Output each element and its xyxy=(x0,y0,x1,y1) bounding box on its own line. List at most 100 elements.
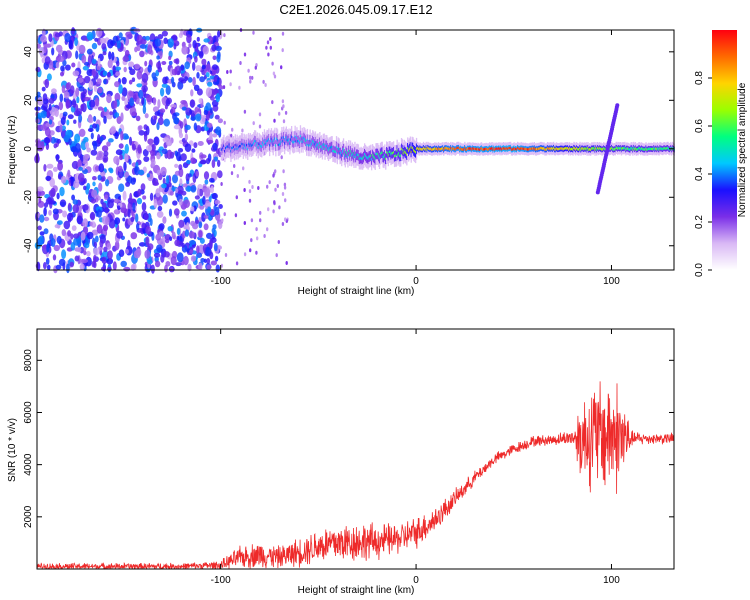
spectrogram-track-core xyxy=(362,157,364,160)
spectrogram-track-core xyxy=(468,147,470,150)
spectrogram-noise-cell xyxy=(158,223,165,231)
spectrogram-track-core xyxy=(625,148,627,151)
spectrogram-sparse-cell xyxy=(268,180,271,185)
spectrogram-track-core xyxy=(527,148,529,151)
spectrogram-track-core xyxy=(518,147,521,150)
spectrogram-track-core xyxy=(281,136,283,140)
spectrogram-sparse-cell xyxy=(280,65,283,70)
spectrogram-noise-cell xyxy=(172,174,178,184)
spectrogram-noise-cell xyxy=(140,39,147,45)
spectrogram-noise-cell xyxy=(151,143,156,152)
spectrogram-track-core xyxy=(265,141,267,144)
spectrogram-frame xyxy=(36,29,675,271)
spectrogram-track-core xyxy=(631,146,633,150)
spectrogram-noise-cell xyxy=(107,59,113,69)
spectrogram-noise-cell xyxy=(138,242,146,247)
spectrogram-track-core xyxy=(489,147,491,151)
spectrogram-noise-cell xyxy=(55,44,63,53)
spectrogram-noise-cell xyxy=(81,54,87,64)
spectrogram-track-core xyxy=(289,142,291,145)
spectrogram-noise-cell xyxy=(173,124,180,130)
spectrogram-track-core xyxy=(574,147,576,150)
spectrogram-noise-cell xyxy=(53,143,58,149)
spectrogram-sparse-cell xyxy=(233,164,236,168)
spectrogram-sparse-cell xyxy=(278,205,281,210)
spectrogram-track-core xyxy=(473,147,475,150)
spectrogram-track-core xyxy=(393,155,396,158)
spectrogram-track-core xyxy=(432,147,434,151)
spectrogram-track-core xyxy=(398,152,400,155)
spectrogram-noise-cell xyxy=(96,209,102,218)
spectrogram-sparse-cell xyxy=(243,188,246,192)
spectrogram-noise-cell xyxy=(202,195,206,205)
spectrogram-track-core xyxy=(524,147,527,150)
spectrogram-noise-cell xyxy=(57,220,63,226)
spectrogram-track-core xyxy=(368,155,370,158)
spectrogram-noise-cell xyxy=(130,216,135,222)
spectrogram-track-core xyxy=(613,147,615,151)
spectrogram-noise-cell xyxy=(188,43,192,48)
spectrogram-noise-cell xyxy=(71,160,79,170)
spectrogram-noise-cell xyxy=(203,223,209,231)
spectrogram-noise-cell xyxy=(114,209,119,215)
spectrogram-noise-cell xyxy=(114,217,121,225)
spectrogram-noise-cell xyxy=(156,55,160,60)
spectrogram-noise-cell xyxy=(43,228,49,235)
spectrogram-track-core xyxy=(262,141,264,144)
spectrogram-noise-cell xyxy=(187,77,193,83)
spectrogram-noise-cell xyxy=(54,224,61,229)
spectrogram-noise-cell xyxy=(51,88,57,94)
spectrogram-noise-cell xyxy=(107,39,114,49)
spectrogram-noise-cell xyxy=(206,139,214,144)
spectrogram-track-core xyxy=(537,148,539,151)
spectrogram-track-core xyxy=(555,147,557,150)
spectrogram-track-core xyxy=(252,143,254,146)
spectrogram-noise-cell xyxy=(67,169,71,178)
spectrogram-track-core xyxy=(497,147,499,150)
spectrogram-noise-cell xyxy=(186,222,190,231)
spectrogram-track-core xyxy=(612,148,615,151)
spectrogram-noise-cell xyxy=(91,68,97,77)
spectrogram-track-core xyxy=(282,139,284,143)
spectrogram-noise-cell xyxy=(83,61,90,66)
spectrogram-sparse-cell xyxy=(281,31,285,36)
spectrogram-noise-cell xyxy=(140,183,146,191)
spectrogram-sparse-cell xyxy=(271,61,274,66)
spectrogram-track-core xyxy=(563,147,565,150)
spectrogram-track-core xyxy=(624,146,626,149)
spectrogram-track-core xyxy=(476,148,478,151)
spectrogram-track-core xyxy=(662,147,664,151)
spectrogram-track-core xyxy=(385,157,387,160)
spectrogram-track-core xyxy=(304,137,306,141)
spectrogram-noise-cell xyxy=(35,118,40,124)
spectrogram-noise-cell xyxy=(93,254,97,264)
spectrogram-noise-cell xyxy=(103,115,107,124)
spectrogram-noise-cell xyxy=(87,116,94,124)
spectrogram-track-core xyxy=(372,155,375,158)
spectrogram-track-core xyxy=(597,147,600,151)
spectrogram-track-core xyxy=(378,156,381,160)
spectrogram-noise-cell xyxy=(116,60,120,67)
spectrogram-sparse-cell xyxy=(220,182,223,186)
spectrogram-noise-cell xyxy=(113,155,120,165)
spectrogram-track-core xyxy=(226,145,228,149)
spectrogram-noise-cell xyxy=(90,198,97,204)
spectrogram-track-core xyxy=(389,150,391,154)
spectrogram-track-core xyxy=(354,151,356,154)
spectrogram-noise-cell xyxy=(132,202,136,212)
spectrogram-track-core xyxy=(234,143,236,147)
spectrogram-track-core xyxy=(294,135,296,138)
spectrogram-noise-cell xyxy=(178,198,183,206)
spectrogram-noise-cell xyxy=(128,158,132,165)
spectrogram-noise-cell xyxy=(61,229,66,237)
spectrogram-sparse-cell xyxy=(281,192,285,196)
colorbar: 0.0 0.2 0.4 0.6 0.8 Normalized spectral ampl… xyxy=(694,30,748,277)
snr-y-tick-label: 4000 xyxy=(23,453,34,476)
spectrogram-noise-cell xyxy=(213,156,218,162)
spectrogram-noise-cell xyxy=(190,157,197,164)
spectrogram-track-core xyxy=(641,147,644,151)
spectrogram-noise-cell xyxy=(36,43,41,49)
spectrogram-track-core xyxy=(382,155,384,158)
spectrogram-noise-cell xyxy=(122,217,126,222)
spectrogram-noise-cell xyxy=(48,103,52,111)
